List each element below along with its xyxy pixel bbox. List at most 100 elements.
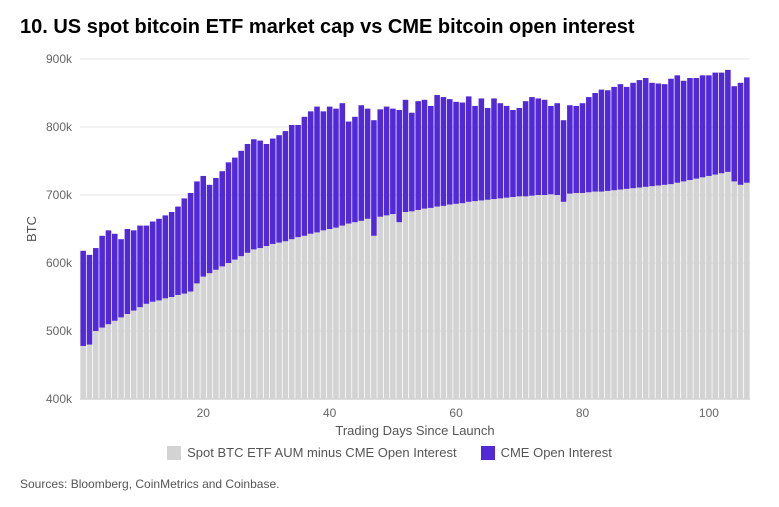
bar-cme — [125, 229, 131, 314]
bar-cme — [434, 95, 440, 207]
svg-text:80: 80 — [576, 406, 590, 420]
bar-cme — [472, 106, 478, 201]
bar-cme — [738, 83, 744, 185]
bar-spot — [523, 196, 529, 399]
bar-cme — [580, 103, 586, 193]
bar-cme — [548, 106, 554, 194]
bar-cme — [542, 100, 548, 195]
bar-spot — [87, 345, 93, 399]
bar-spot — [643, 187, 649, 399]
bar-spot — [264, 246, 270, 399]
bar-spot — [706, 176, 712, 399]
bar-cme — [712, 73, 718, 175]
bar-spot — [675, 183, 681, 399]
bar-cme — [226, 162, 232, 263]
legend-item: Spot BTC ETF AUM minus CME Open Interest — [167, 445, 456, 460]
svg-text:900k: 900k — [46, 52, 73, 66]
bar-cme — [200, 176, 206, 277]
bar-cme — [517, 108, 523, 196]
bar-spot — [618, 190, 624, 399]
bar-spot — [567, 194, 573, 399]
bar-spot — [434, 207, 440, 399]
bar-cme — [156, 219, 162, 301]
bar-cme — [675, 75, 681, 182]
bar-spot — [251, 249, 257, 399]
bar-spot — [289, 239, 295, 399]
bar-cme — [371, 120, 377, 236]
bar-spot — [194, 283, 200, 399]
bar-spot — [561, 202, 567, 399]
bar-cme — [415, 101, 421, 210]
bar-spot — [605, 191, 611, 399]
bar-cme — [346, 122, 352, 224]
bar-spot — [656, 185, 662, 399]
bar-spot — [358, 221, 364, 399]
bar-cme — [283, 131, 289, 241]
bar-spot — [712, 175, 718, 399]
bar-cme — [523, 101, 529, 196]
bar-cme — [491, 98, 497, 199]
bar-cme — [219, 171, 225, 266]
bar-cme — [554, 103, 560, 195]
bar-cme — [624, 87, 630, 189]
bar-cme — [93, 248, 99, 331]
bar-cme — [447, 99, 453, 204]
bar-cme — [605, 90, 611, 191]
bar-spot — [270, 244, 276, 399]
svg-text:20: 20 — [197, 406, 211, 420]
bar-spot — [163, 298, 169, 399]
bar-spot — [485, 200, 491, 399]
bar-spot — [649, 186, 655, 399]
bar-cme — [352, 117, 358, 222]
bar-cme — [144, 226, 150, 304]
bar-spot — [517, 196, 523, 399]
legend-label: Spot BTC ETF AUM minus CME Open Interest — [187, 445, 456, 460]
bar-spot — [637, 188, 643, 399]
legend-swatch — [167, 446, 181, 460]
bar-spot — [573, 193, 579, 399]
bar-spot — [308, 234, 314, 399]
bar-spot — [257, 248, 263, 399]
bar-spot — [630, 188, 636, 399]
bar-cme — [409, 113, 415, 212]
bar-spot — [744, 183, 750, 399]
bar-spot — [175, 295, 181, 399]
x-axis-label: Trading Days Since Launch — [335, 423, 494, 438]
bar-cme — [586, 97, 592, 192]
bar-cme — [656, 83, 662, 185]
bar-cme — [479, 98, 485, 200]
bar-cme — [630, 83, 636, 188]
bar-spot — [719, 173, 725, 399]
bar-spot — [150, 302, 156, 399]
bar-spot — [131, 311, 137, 399]
bar-cme — [390, 109, 396, 214]
bar-spot — [118, 317, 124, 399]
bar-spot — [428, 208, 434, 399]
bar-cme — [396, 110, 402, 222]
bar-spot — [548, 194, 554, 399]
bar-spot — [681, 181, 687, 399]
bar-cme — [700, 75, 706, 177]
bar-spot — [283, 241, 289, 399]
bar-spot — [403, 212, 409, 399]
bar-cme — [308, 111, 314, 233]
bar-cme — [87, 255, 93, 345]
bar-cme — [599, 90, 605, 192]
bar-cme — [175, 207, 181, 295]
bar-spot — [371, 236, 377, 399]
bar-cme — [403, 100, 409, 212]
bar-cme — [333, 109, 339, 228]
bar-spot — [106, 324, 112, 399]
bar-cme — [264, 144, 270, 246]
bar-spot — [422, 209, 428, 399]
bar-spot — [365, 219, 371, 399]
bar-spot — [327, 229, 333, 399]
bar-spot — [352, 222, 358, 399]
bar-spot — [535, 195, 541, 399]
bar-cme — [238, 151, 244, 256]
bar-spot — [144, 304, 150, 399]
bar-cme — [466, 96, 472, 201]
bar-spot — [611, 190, 617, 399]
bar-cme — [150, 222, 156, 302]
bar-cme — [276, 135, 282, 242]
